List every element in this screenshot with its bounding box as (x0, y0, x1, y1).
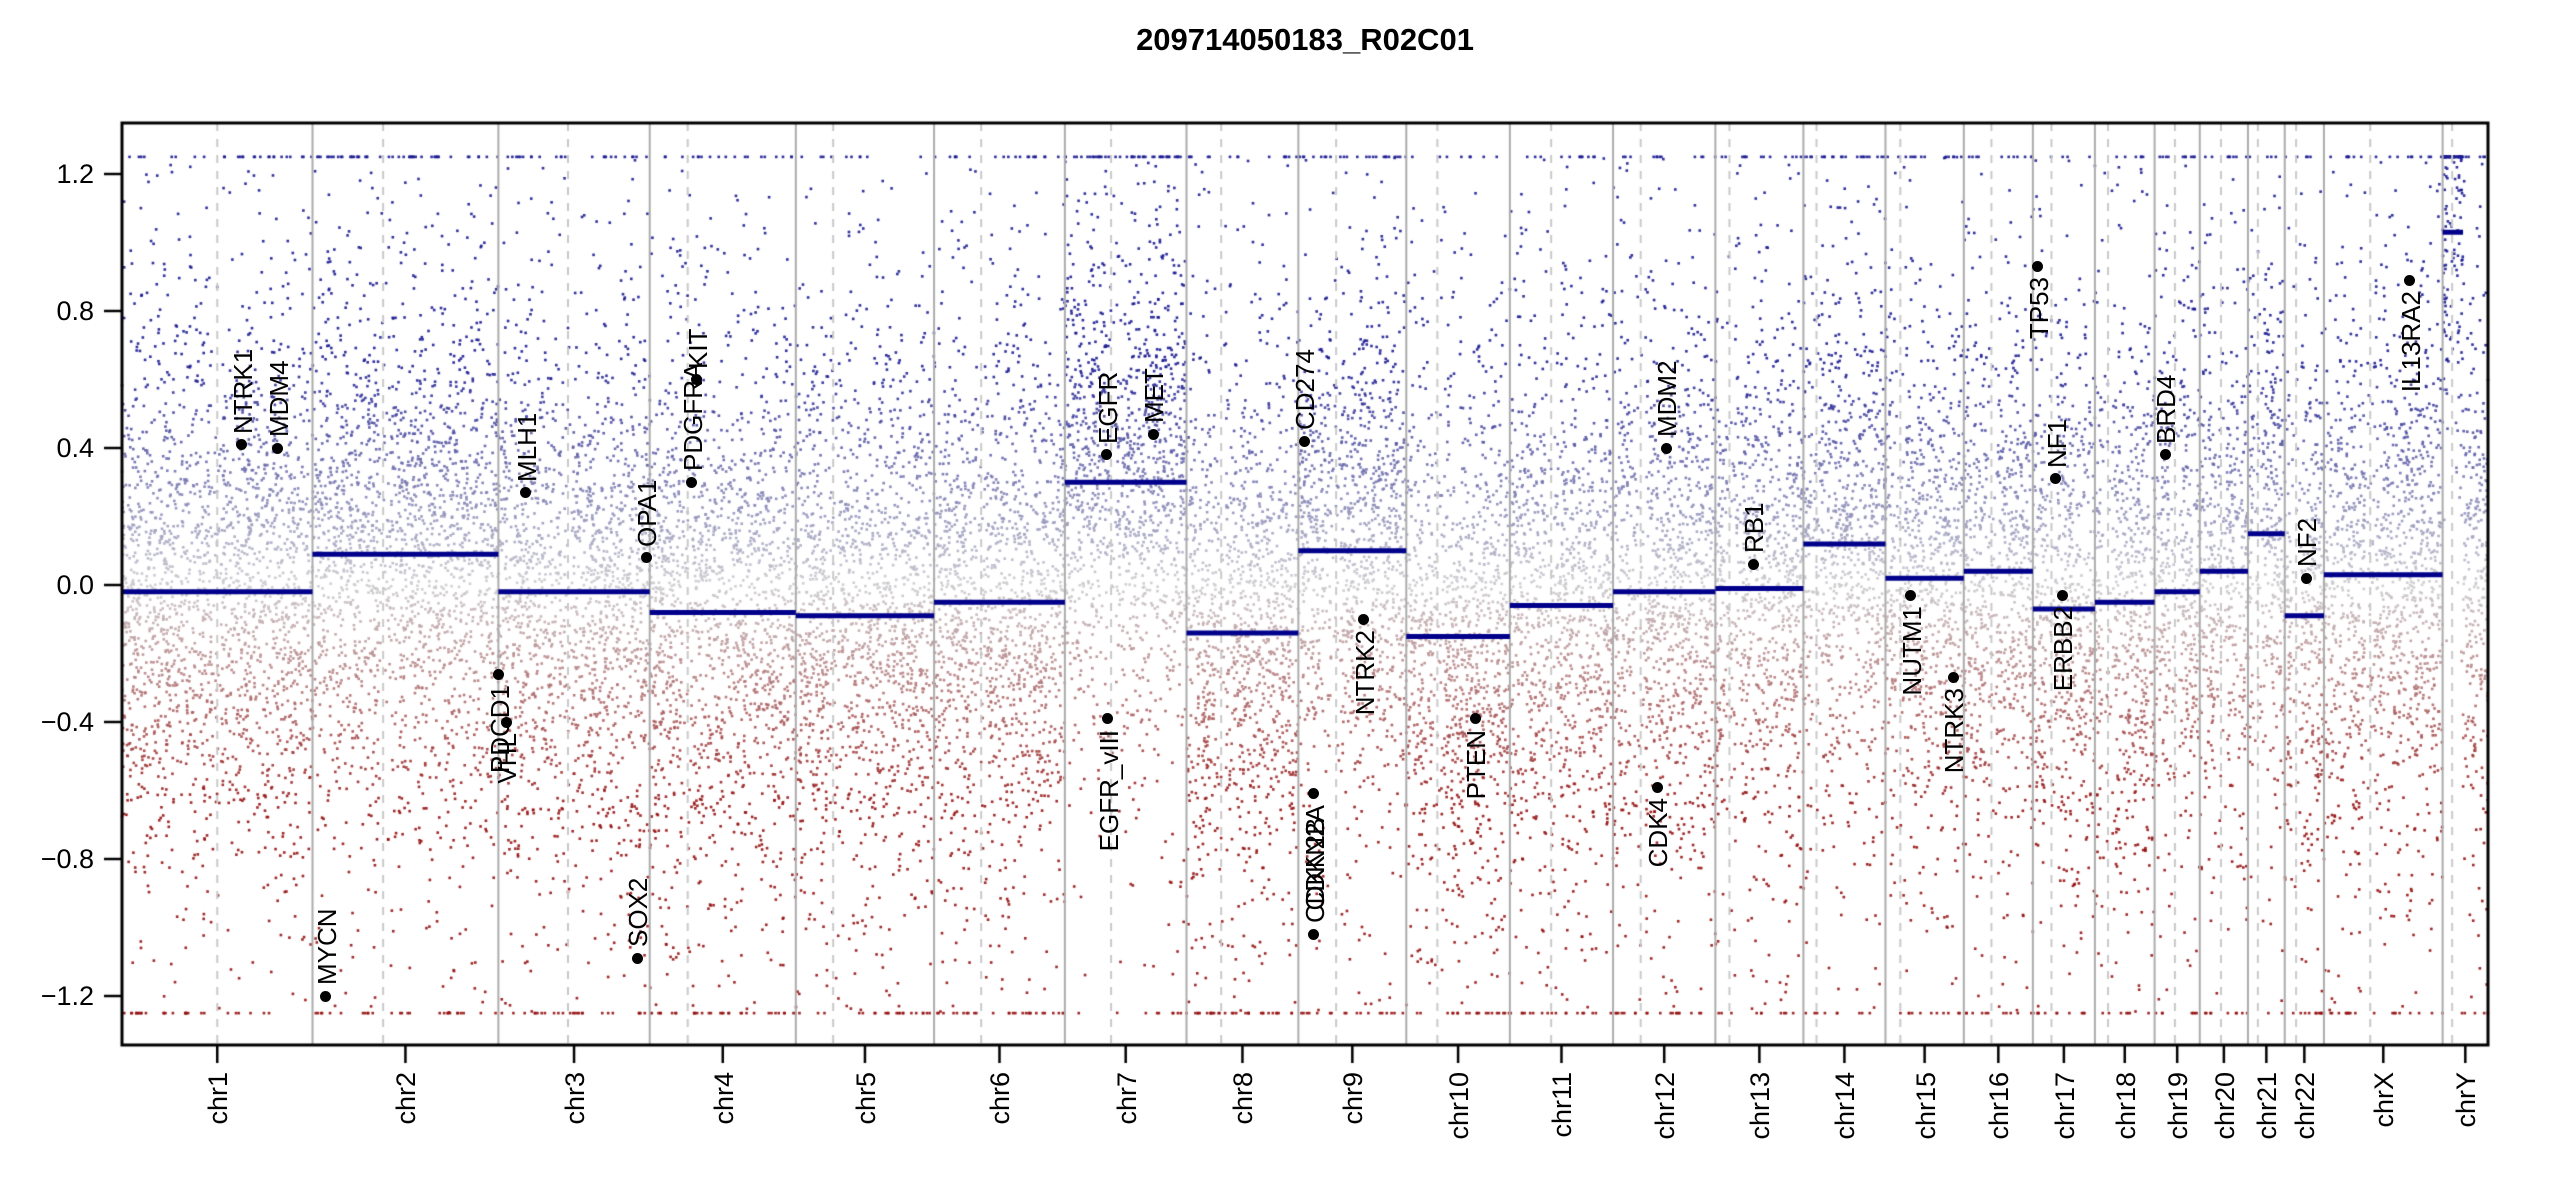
gene-label-KIT: KIT (682, 328, 713, 369)
gene-label-NUTM1: NUTM1 (1896, 606, 1927, 696)
gene-dot-NUTM1 (1905, 589, 1917, 601)
gene-label-OPA1: OPA1 (632, 479, 663, 547)
gene-label-NTRK2: NTRK2 (1349, 630, 1380, 716)
y-tick-label: 0.0 (56, 570, 94, 600)
gene-label-NF2: NF2 (2292, 518, 2323, 568)
gene-dot-NTRK3 (1947, 671, 1959, 683)
gene-label-MET: MET (1139, 368, 1170, 424)
y-tick-label: 1.2 (56, 159, 94, 189)
gene-label-TP53: TP53 (2023, 277, 2054, 340)
gene-dot-NTRK2 (1358, 613, 1370, 625)
gene-label-ERBB2: ERBB2 (2048, 606, 2079, 692)
gene-label-MLH1: MLH1 (511, 412, 542, 482)
gene-label-EGFR: EGFR (1092, 371, 1123, 444)
gene-label-VHL: VHL (492, 733, 522, 784)
gene-dot-KIT (691, 374, 703, 385)
gene-dot-SOX2 (631, 952, 643, 964)
gene-dot-MYCN (320, 990, 332, 1002)
gene-dot-NF2 (2300, 572, 2312, 584)
gene-label-CD274: CD274 (1290, 349, 1321, 431)
gene-label-PTEN: PTEN (1461, 729, 1492, 799)
gene-label-MDM4: MDM4 (263, 360, 294, 437)
y-tick-label: −0.4 (40, 707, 94, 737)
gene-label-NTRK1: NTRK1 (227, 348, 258, 434)
gene-dot-PDGFRA (686, 476, 698, 488)
gene-dot-NTRK1 (236, 439, 248, 451)
plot-title: 209714050183_R02C01 (1136, 22, 1474, 57)
gene-dot-EGFR_vIII (1102, 713, 1114, 725)
y-tick-label: −1.2 (40, 981, 94, 1011)
gene-label-NF1: NF1 (2041, 418, 2072, 468)
y-tick-label: −0.8 (40, 844, 94, 874)
gene-dot-PTEN (1469, 713, 1481, 725)
gene-dot-NF1 (2050, 473, 2062, 485)
gene-dot-CDKN2A (1308, 788, 1320, 800)
gene-dot-PDCD1 (493, 668, 505, 680)
gene-dot-VHL (500, 716, 512, 728)
gene-dot-BRD4 (2159, 449, 2171, 461)
gene-label-RB1: RB1 (1739, 502, 1770, 554)
gene-label-CDKN2B: CDKN2B (1299, 817, 1330, 924)
gene-dot-RB1 (1747, 558, 1759, 570)
gene-label-CDK4: CDK4 (1643, 798, 1674, 868)
gene-dot-CDK4 (1651, 781, 1663, 793)
gene-label-EGFR_vIII: EGFR_vIII (1093, 729, 1124, 851)
gene-label-IL13RA2: IL13RA2 (2395, 291, 2426, 393)
gene-dot-OPA1 (640, 552, 652, 564)
gene-label-BRD4: BRD4 (2151, 374, 2182, 444)
gene-dot-CDKN2B (1308, 928, 1320, 940)
gene-dot-CD274 (1298, 435, 1310, 447)
gene-dot-ERBB2 (2056, 589, 2068, 601)
gene-label-MYCN: MYCN (311, 908, 342, 985)
gene-dot-MET (1147, 428, 1159, 440)
gene-dot-MDM2 (1660, 442, 1672, 454)
gene-label-MDM2: MDM2 (1652, 360, 1683, 437)
gene-dot-TP53 (2032, 260, 2044, 272)
gene-label-NTRK3: NTRK3 (1939, 688, 1970, 774)
gene-dot-MDM4 (272, 442, 284, 454)
y-tick-label: 0.8 (56, 296, 94, 326)
gene-dot-MLH1 (520, 487, 532, 499)
gene-dot-IL13RA2 (2404, 274, 2416, 286)
gene-dot-EGFR (1101, 449, 1113, 461)
gene-label-SOX2: SOX2 (623, 877, 654, 948)
y-tick-label: 0.4 (56, 433, 94, 463)
